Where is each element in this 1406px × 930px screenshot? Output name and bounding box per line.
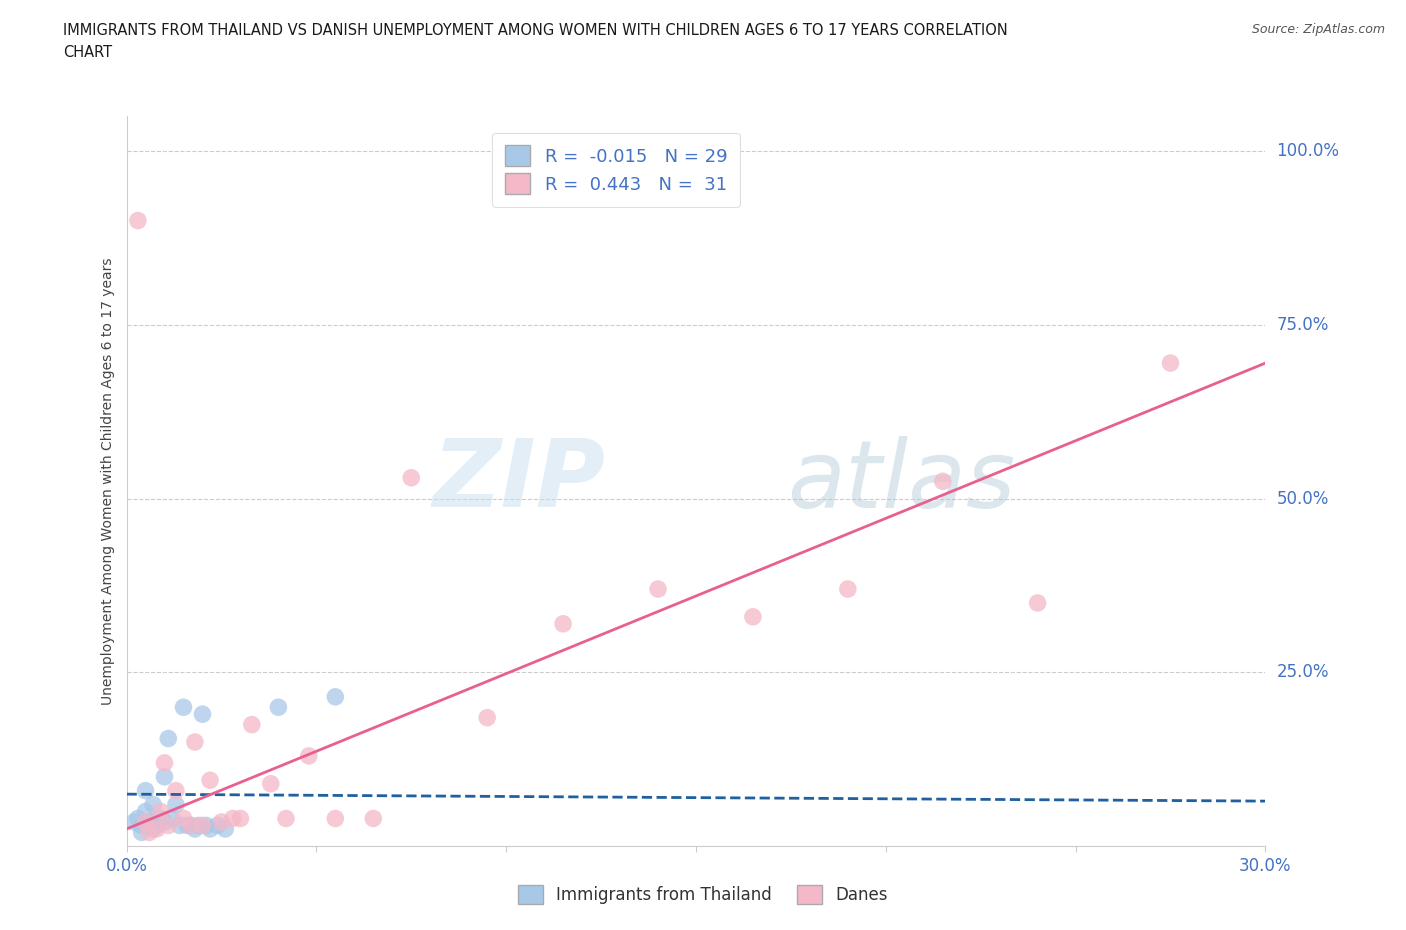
Point <box>165 797 187 812</box>
Text: Source: ZipAtlas.com: Source: ZipAtlas.com <box>1251 23 1385 36</box>
Point <box>135 815 156 830</box>
Point <box>187 818 209 833</box>
Point <box>323 689 347 704</box>
Point <box>195 818 218 833</box>
Point <box>172 699 194 714</box>
Point <box>298 749 321 764</box>
Point <box>122 815 145 830</box>
Point <box>149 811 172 826</box>
Point <box>207 818 229 833</box>
Point <box>932 474 955 489</box>
Point <box>837 581 859 596</box>
Y-axis label: Unemployment Among Women with Children Ages 6 to 17 years: Unemployment Among Women with Children A… <box>101 258 115 705</box>
Point <box>211 815 233 830</box>
Point <box>184 821 207 836</box>
Point <box>1026 595 1049 610</box>
Text: IMMIGRANTS FROM THAILAND VS DANISH UNEMPLOYMENT AMONG WOMEN WITH CHILDREN AGES 6: IMMIGRANTS FROM THAILAND VS DANISH UNEMP… <box>63 23 1008 38</box>
Point <box>138 815 160 830</box>
Text: CHART: CHART <box>63 45 112 60</box>
Text: 25.0%: 25.0% <box>1277 663 1329 682</box>
Point <box>138 825 160 840</box>
Point <box>135 783 156 798</box>
Point <box>191 707 214 722</box>
Point <box>1160 355 1182 370</box>
Text: ZIP: ZIP <box>432 435 605 527</box>
Point <box>742 609 765 624</box>
Point <box>184 735 207 750</box>
Point <box>160 811 183 826</box>
Point <box>191 818 214 833</box>
Point <box>149 804 172 819</box>
Point <box>153 815 176 830</box>
Point <box>165 783 187 798</box>
Point <box>214 821 236 836</box>
Point <box>267 699 290 714</box>
Legend: Immigrants from Thailand, Danes: Immigrants from Thailand, Danes <box>510 876 896 912</box>
Point <box>146 821 169 836</box>
Point <box>323 811 347 826</box>
Point <box>153 769 176 784</box>
Point <box>127 811 149 826</box>
Point <box>157 818 180 833</box>
Point <box>198 773 221 788</box>
Point <box>553 617 575 631</box>
Point <box>135 804 156 819</box>
Point <box>180 818 202 833</box>
Text: 100.0%: 100.0% <box>1277 142 1340 160</box>
Point <box>131 825 153 840</box>
Point <box>240 717 263 732</box>
Point <box>198 821 221 836</box>
Point <box>153 755 176 770</box>
Point <box>274 811 297 826</box>
Point <box>180 818 202 833</box>
Point <box>401 471 423 485</box>
Point <box>146 818 169 833</box>
Point <box>142 797 165 812</box>
Point <box>363 811 385 826</box>
Point <box>127 213 149 228</box>
Legend: R =  -0.015   N = 29, R =  0.443   N =  31: R = -0.015 N = 29, R = 0.443 N = 31 <box>492 133 740 206</box>
Point <box>172 811 194 826</box>
Text: atlas: atlas <box>787 436 1015 526</box>
Point <box>260 777 283 791</box>
Point <box>176 818 198 833</box>
Point <box>169 818 191 833</box>
Point <box>157 731 180 746</box>
Point <box>222 811 245 826</box>
Point <box>142 821 165 836</box>
Point <box>131 818 153 833</box>
Point <box>647 581 669 596</box>
Point <box>477 711 499 725</box>
Text: 50.0%: 50.0% <box>1277 490 1329 508</box>
Point <box>229 811 252 826</box>
Text: 75.0%: 75.0% <box>1277 316 1329 334</box>
